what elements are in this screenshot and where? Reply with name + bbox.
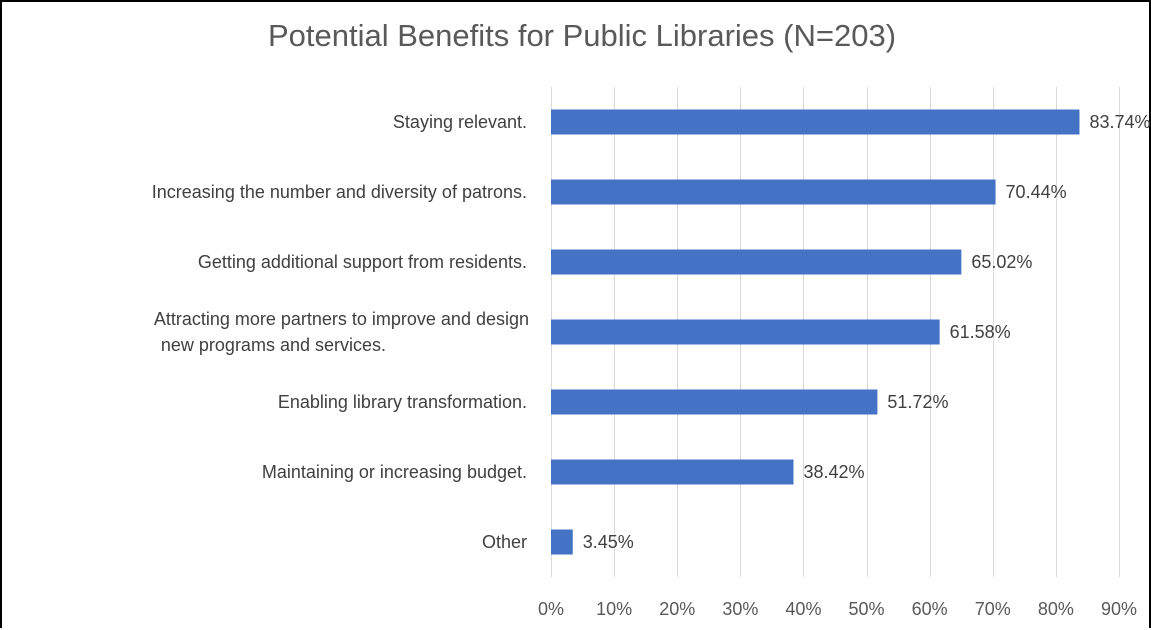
bar — [551, 109, 1080, 135]
data-labels: 83.74% 70.44% 65.02% 61.58% 51.72% 38.42% 3.45… — [583, 112, 1151, 552]
x-tick-label: 30% — [722, 599, 758, 619]
chart-title: Potential Benefits for Public Libraries … — [268, 18, 896, 53]
data-label: 65.02% — [971, 252, 1032, 272]
data-label: 61.58% — [950, 322, 1011, 342]
x-tick-label: 90% — [1101, 599, 1137, 619]
category-label: Enabling library transformation. — [278, 392, 527, 412]
bar — [551, 389, 878, 415]
x-tick-label: 0% — [538, 599, 564, 619]
x-tick-label: 70% — [975, 599, 1011, 619]
category-label: Maintaining or increasing budget. — [262, 462, 527, 482]
x-tick-label: 20% — [659, 599, 695, 619]
category-label: Getting additional support from resident… — [198, 252, 527, 272]
x-tick-label: 50% — [849, 599, 885, 619]
category-label: Attracting more partners to improve and … — [154, 309, 529, 355]
x-tick-label: 60% — [912, 599, 948, 619]
x-tick-label: 10% — [596, 599, 632, 619]
bar — [551, 179, 996, 205]
x-tick-label: 80% — [1038, 599, 1074, 619]
data-label: 3.45% — [583, 532, 634, 552]
category-label: Staying relevant. — [393, 112, 527, 132]
x-tick-label: 40% — [785, 599, 821, 619]
category-labels: Staying relevant. Increasing the number a… — [152, 112, 529, 552]
x-axis-tick-labels: 0% 10% 20% 30% 40% 50% 60% 70% 80% 90% — [538, 599, 1137, 619]
bar — [551, 319, 940, 345]
data-label: 51.72% — [887, 392, 948, 412]
data-label: 83.74% — [1089, 112, 1150, 132]
bar — [551, 249, 962, 275]
bars — [551, 109, 1080, 555]
category-label: Increasing the number and diversity of p… — [152, 182, 527, 202]
data-label: 70.44% — [1006, 182, 1067, 202]
data-label: 38.42% — [803, 462, 864, 482]
bar — [551, 459, 794, 485]
category-label: Other — [482, 532, 527, 552]
bar — [551, 529, 573, 555]
